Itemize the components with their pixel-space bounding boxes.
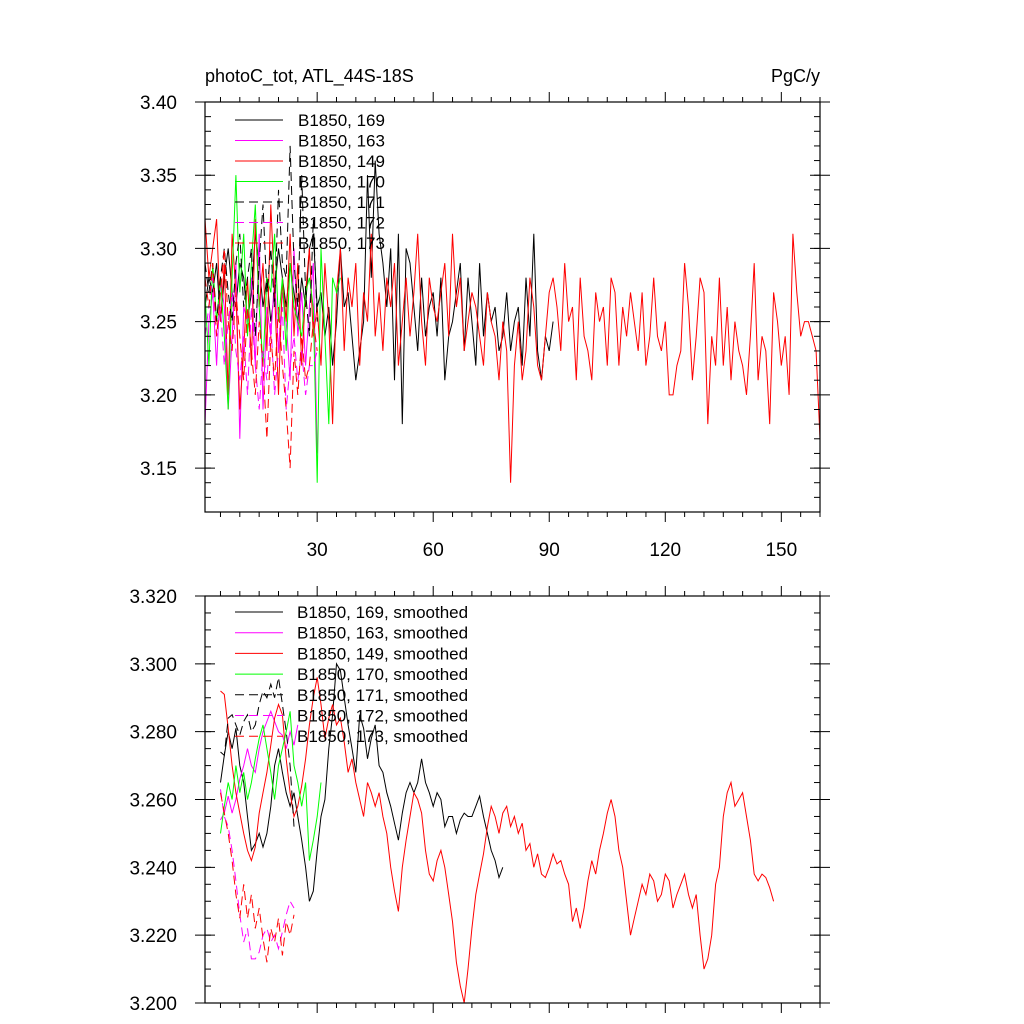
series-line-7 xyxy=(205,248,318,469)
series-line-4 xyxy=(205,175,341,483)
legend-label: B1850, 163 xyxy=(298,132,385,151)
y-tick-label: 3.300 xyxy=(129,655,177,676)
series-line-1 xyxy=(205,160,554,425)
series-line-5 xyxy=(220,677,295,827)
series-line-3 xyxy=(220,677,775,1003)
x-tick-label: 30 xyxy=(307,540,328,561)
legend-label: B1850, 170 xyxy=(298,173,385,192)
series-group xyxy=(205,145,820,483)
units-label: PgC/y xyxy=(771,66,820,86)
x-tick-label: 60 xyxy=(423,540,444,561)
series-line-6 xyxy=(205,277,318,410)
series-group xyxy=(220,662,775,1003)
bottom-panel: 3.200 3.220 3.240 3.260 3.280 3.300 3.320 B1850… xyxy=(129,586,830,1015)
legend-label: B1850, 169 xyxy=(298,111,385,130)
legend-label: B1850, 172 xyxy=(298,214,385,233)
legend-label: B1850, 173 xyxy=(298,234,385,253)
y-tick-label: 3.320 xyxy=(129,587,177,608)
legend-label: B1850, 149 xyxy=(298,152,385,171)
x-tick-label: 120 xyxy=(649,540,681,561)
x-tick-label: 150 xyxy=(765,540,797,561)
legend-label: B1850, 149, smoothed xyxy=(297,644,468,663)
legend-label: B1850, 163, smoothed xyxy=(297,624,468,643)
y-tick-label: 3.25 xyxy=(140,313,177,334)
legend-label: B1850, 172, smoothed xyxy=(297,707,468,726)
y-tick-label: 3.220 xyxy=(129,926,177,947)
y-tick-label: 3.35 xyxy=(140,166,177,187)
y-tick-label: 3.260 xyxy=(129,791,177,812)
series-line-2 xyxy=(205,233,318,454)
legend-label: B1850, 169, smoothed xyxy=(297,603,468,622)
legend-label: B1850, 173, smoothed xyxy=(297,727,468,746)
series-line-3 xyxy=(205,204,820,483)
series-line-1 xyxy=(220,662,504,902)
y-tick-label: 3.20 xyxy=(140,386,177,407)
y-tick-label: 3.30 xyxy=(140,239,177,260)
y-tick-label: 3.240 xyxy=(129,858,177,879)
y-tick-label: 3.280 xyxy=(129,723,177,744)
legend-label: B1850, 171, smoothed xyxy=(297,686,468,705)
series-line-7 xyxy=(220,792,295,963)
series-line-6 xyxy=(220,789,295,960)
legend-label: B1850, 171 xyxy=(298,193,385,212)
top-panel: 3.15 3.20 3.25 3.30 3.35 3.40 30 60 90 120 150 B185… xyxy=(140,92,830,561)
x-tick-label: 90 xyxy=(539,540,560,561)
series-line-4 xyxy=(220,711,322,861)
y-tick-label: 3.200 xyxy=(129,994,177,1015)
y-tick-label: 3.15 xyxy=(140,459,177,480)
y-tick-label: 3.40 xyxy=(140,93,177,114)
legend-label: B1850, 170, smoothed xyxy=(297,665,468,684)
chart-title: photoC_tot, ATL_44S-18S xyxy=(205,66,414,87)
